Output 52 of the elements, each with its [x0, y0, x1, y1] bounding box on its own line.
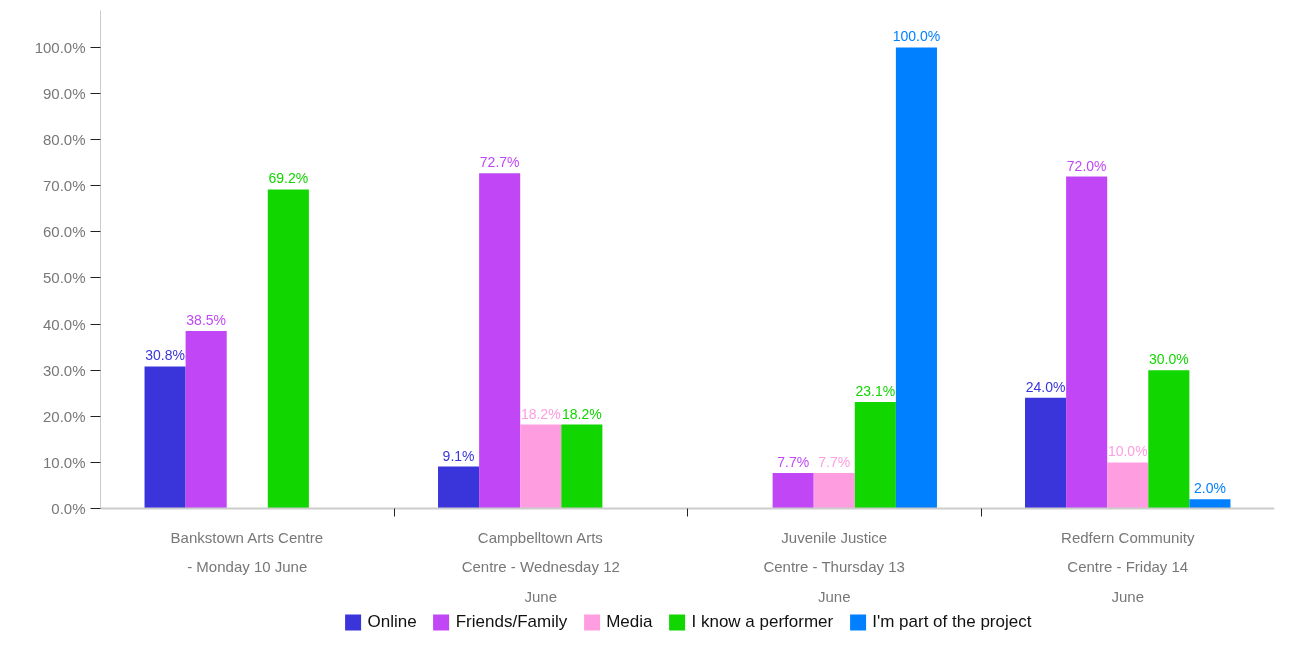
bar	[854, 401, 896, 509]
data-label: 72.7%	[479, 154, 520, 171]
bar	[185, 330, 227, 509]
legend-label: Friends/Family	[455, 612, 568, 632]
bar	[1189, 499, 1231, 509]
data-label: 18.2%	[520, 405, 561, 422]
x-tick-label: Campbelltown Arts Centre - Wednesday 12 June	[461, 528, 620, 605]
data-label: 23.1%	[855, 382, 896, 399]
y-tick-label: 100.0%	[34, 38, 86, 56]
y-tick-label: 10.0%	[42, 453, 86, 471]
bar	[813, 472, 855, 509]
y-tick-label: 40.0%	[42, 315, 86, 333]
legend-label: I'm part of the project	[872, 612, 1032, 632]
y-tick-label: 60.0%	[42, 223, 86, 241]
x-tick-label: Juvenile Justice Centre - Thursday 13 June	[763, 528, 905, 605]
bar	[144, 366, 186, 509]
x-tick-label: Bankstown Arts Centre - Monday 10 June	[170, 528, 324, 576]
bar	[1107, 462, 1149, 509]
bar	[561, 424, 603, 509]
data-label: 30.8%	[145, 347, 185, 364]
y-tick-label: 90.0%	[42, 85, 86, 102]
data-label: 7.7%	[818, 453, 851, 470]
bar	[895, 47, 937, 509]
y-tick-label: 30.0%	[42, 361, 86, 379]
data-label: 24.0%	[1025, 378, 1066, 395]
legend-label: I know a performer	[691, 612, 834, 632]
bar	[1025, 397, 1067, 509]
bar	[438, 466, 480, 509]
bar	[1066, 176, 1108, 509]
y-tick-label: 80.0%	[42, 131, 86, 149]
bar	[1148, 370, 1190, 509]
y-tick-label: 70.0%	[42, 177, 86, 195]
x-tick-label: Redfern Community Centre - Friday 14 June	[1061, 528, 1195, 605]
bar	[772, 472, 814, 509]
data-label: 10.0%	[1107, 443, 1148, 460]
legend-label: Media	[606, 612, 653, 632]
data-label: 18.2%	[561, 405, 602, 422]
y-tick-label: 50.0%	[42, 269, 86, 287]
data-label: 72.0%	[1066, 157, 1107, 174]
data-label: 69.2%	[268, 170, 309, 187]
data-label: 30.0%	[1148, 351, 1189, 368]
data-label: 38.5%	[186, 311, 227, 328]
data-label: 7.7%	[777, 453, 810, 470]
y-tick-label: 0.0%	[51, 500, 86, 517]
data-label: 2.0%	[1193, 480, 1226, 497]
legend-label: Online	[367, 612, 417, 632]
bar	[479, 173, 521, 509]
bar	[520, 424, 562, 509]
data-label: 9.1%	[442, 447, 475, 464]
bar	[267, 189, 309, 509]
y-tick-label: 20.0%	[42, 407, 86, 425]
data-label: 100.0%	[892, 28, 941, 45]
